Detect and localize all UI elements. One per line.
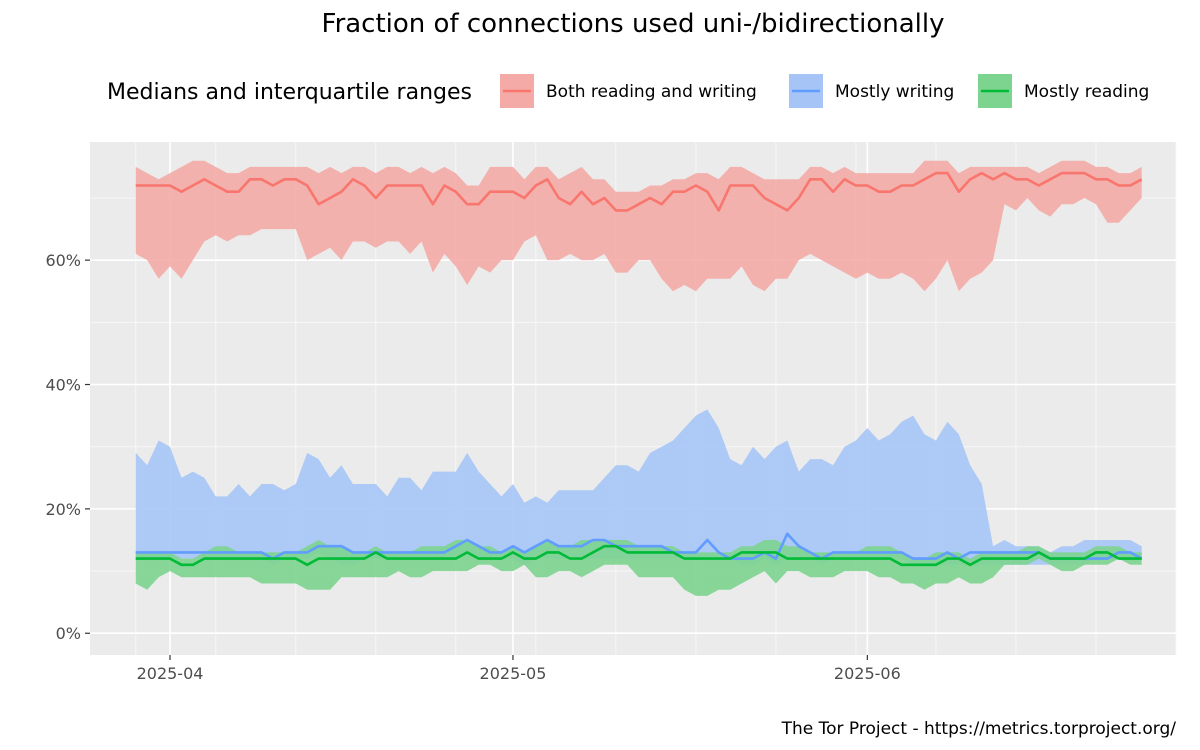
legend-label-both-reading-and-writing: Both reading and writing: [546, 82, 757, 102]
legend-title: Medians and interquartile ranges: [107, 80, 472, 105]
x-tick-label: 2025-06: [834, 664, 901, 683]
y-tick-label: 20%: [45, 500, 81, 519]
x-tick-label: 2025-05: [480, 664, 547, 683]
x-tick-label: 2025-04: [137, 664, 204, 683]
y-axis: 0% 20% 40% 60%: [45, 251, 90, 643]
ribbon-both-reading-and-writing: [135, 160, 1142, 292]
ribbons: [135, 160, 1142, 596]
chart-title: Fraction of connections used uni-/bidire…: [322, 9, 945, 39]
median-line-both-reading-and-writing: [135, 171, 1143, 212]
y-tick-label: 60%: [45, 251, 81, 270]
ribbon-mostly-writing: [135, 409, 1142, 565]
median-line-mostly-reading: [135, 544, 1142, 567]
legend-label-mostly-writing: Mostly writing: [835, 82, 954, 102]
y-tick-label: 40%: [45, 376, 81, 395]
y-tick-label: 0%: [56, 624, 81, 643]
chart-caption: The Tor Project - https://metrics.torpro…: [781, 719, 1177, 739]
median-lines: [135, 171, 1143, 567]
median-line-mostly-writing: [135, 532, 1143, 560]
legend-label-mostly-reading: Mostly reading: [1024, 82, 1149, 102]
x-axis: 2025-04 2025-05 2025-06: [137, 655, 901, 683]
legend: Medians and interquartile ranges Both re…: [107, 74, 1149, 108]
ribbon-mostly-reading: [135, 540, 1142, 596]
